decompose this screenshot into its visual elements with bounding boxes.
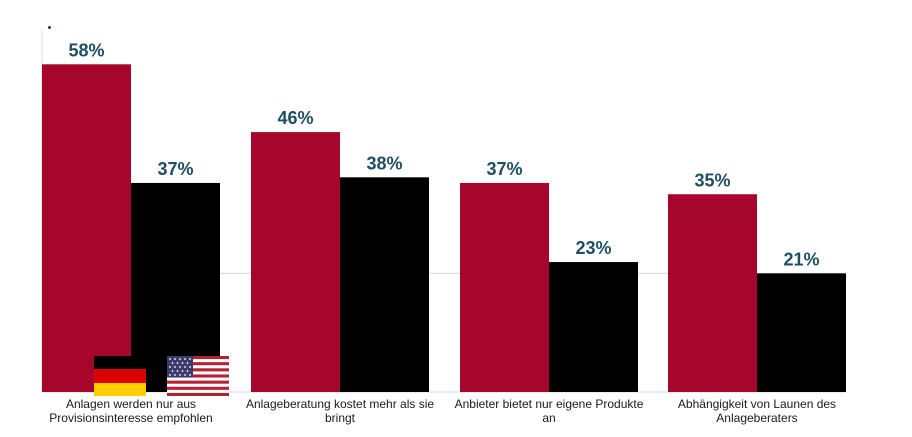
bar-germany-1 — [42, 64, 131, 393]
value-label-germany-2: 46% — [277, 108, 313, 128]
bullet-dot — [48, 26, 51, 29]
value-label-usa-3: 23% — [575, 238, 611, 258]
category-label-3-line-2: an — [542, 411, 555, 425]
value-label-usa-1: 37% — [157, 159, 193, 179]
value-label-usa-4: 21% — [783, 249, 819, 269]
category-label-3-line-1: Anbieter bietet nur eigene Produkte — [455, 397, 644, 411]
value-label-germany-1: 58% — [68, 40, 104, 60]
category-label-4-line-2: Anlageberaters — [716, 411, 797, 425]
bar-usa-2 — [340, 177, 429, 392]
category-label-1-line-2: Provisionsinteresse empfohlen — [49, 411, 212, 425]
category-label-1-line-1: Anlagen werden nur aus — [66, 397, 196, 411]
bar-germany-4 — [668, 194, 757, 392]
category-label-2-line-1: Anlageberatung kostet mehr als sie — [246, 397, 434, 411]
value-label-usa-2: 38% — [366, 153, 402, 173]
category-label-2-line-2: bringt — [325, 411, 356, 425]
bar-usa-3 — [549, 262, 638, 392]
bar-usa-4 — [757, 273, 846, 392]
bar-germany-2 — [251, 132, 340, 392]
value-label-germany-4: 35% — [694, 170, 730, 190]
usa-flag-icon — [167, 356, 229, 396]
germany-flag-icon — [94, 356, 146, 396]
category-label-4-line-1: Abhängigkeit von Launen des — [678, 397, 836, 411]
value-label-germany-3: 37% — [486, 159, 522, 179]
bar-germany-3 — [460, 182, 549, 392]
